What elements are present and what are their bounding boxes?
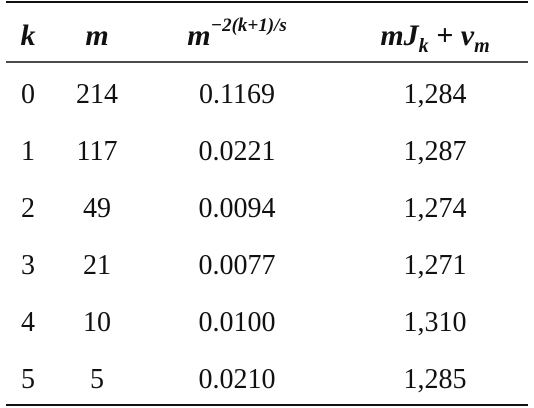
cell: 214 xyxy=(76,79,118,110)
cell: 3 xyxy=(21,250,35,281)
header-cell: m−2(k+1)/s xyxy=(187,15,287,52)
cell: 0.0077 xyxy=(199,250,276,281)
header-sup: −2(k+1)/s xyxy=(211,15,287,36)
cell: 1,284 xyxy=(404,79,467,110)
header-text: + v xyxy=(429,19,475,52)
cell: 10 xyxy=(83,307,111,338)
cell: 21 xyxy=(83,250,111,281)
cell: 0.0094 xyxy=(199,193,276,224)
cell: 2 xyxy=(21,193,35,224)
header-cell: k xyxy=(21,19,36,52)
header-text: mJ xyxy=(380,19,419,52)
cell: 0.0221 xyxy=(199,136,276,167)
cell: 1,274 xyxy=(404,193,467,224)
cell: 4 xyxy=(21,307,35,338)
cell: 1,287 xyxy=(404,136,467,167)
cell: 0.1169 xyxy=(199,79,275,110)
header-cell: m xyxy=(85,19,108,52)
cell: 1,285 xyxy=(404,364,467,395)
cell: 117 xyxy=(77,136,118,167)
cell: 5 xyxy=(90,364,104,395)
header-cell: mJk + vm xyxy=(380,19,489,57)
header-text: m xyxy=(85,19,108,52)
cell: 1 xyxy=(21,136,35,167)
cell: 0.0100 xyxy=(199,307,276,338)
cell: 49 xyxy=(83,193,111,224)
cell: 1,310 xyxy=(404,307,467,338)
cell: 0 xyxy=(21,79,35,110)
cell: 0.0210 xyxy=(199,364,276,395)
cell: 5 xyxy=(21,364,35,395)
header-text: k xyxy=(21,19,36,52)
header-text: m xyxy=(187,19,210,52)
header-sub: m xyxy=(474,35,490,57)
cell: 1,271 xyxy=(404,250,467,281)
header-sub: k xyxy=(419,35,429,57)
